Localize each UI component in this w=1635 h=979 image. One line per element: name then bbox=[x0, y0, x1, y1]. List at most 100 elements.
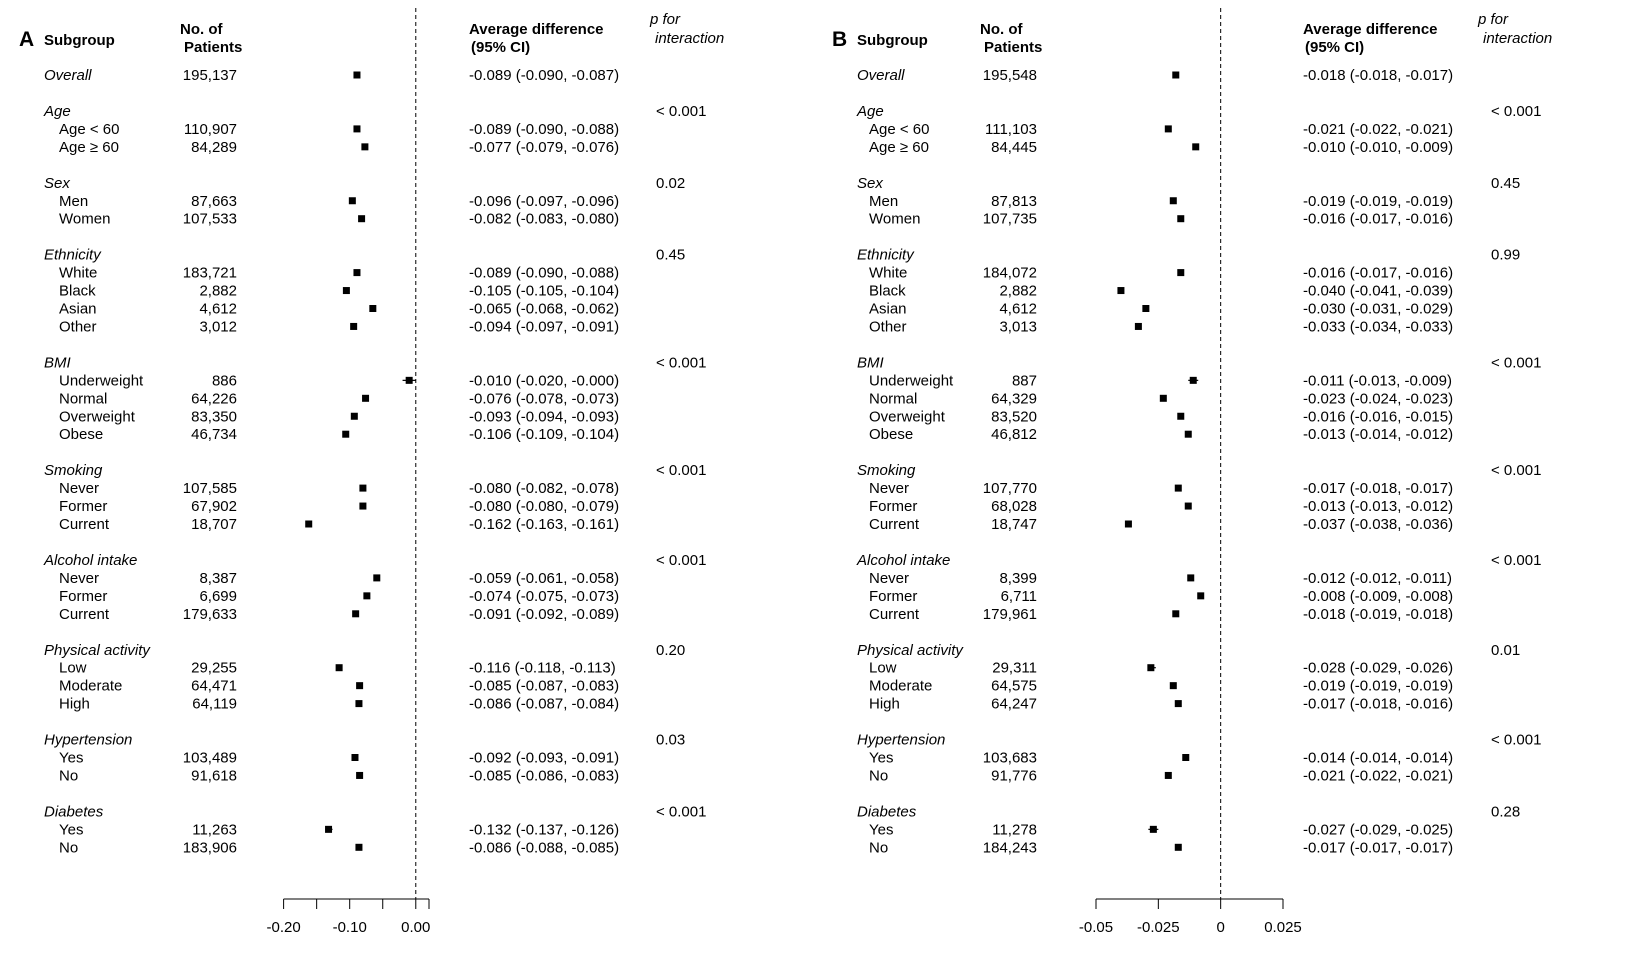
row-26-ci: -0.116 (-0.118, -0.113) bbox=[469, 660, 616, 677]
row-20-n: 18,707 bbox=[191, 516, 237, 533]
row-2-n: 110,907 bbox=[184, 121, 237, 138]
row-31-n: 91,776 bbox=[991, 767, 1037, 784]
row-15-label: Overweight bbox=[869, 408, 946, 425]
row-30-label: Yes bbox=[869, 750, 893, 767]
row-31-point bbox=[1164, 771, 1172, 779]
row-11-ci: -0.033 (-0.034, -0.033) bbox=[1303, 318, 1453, 335]
row-34-n: 183,906 bbox=[183, 839, 237, 856]
x-tick-label-1: -0.10 bbox=[333, 919, 367, 936]
row-14-n: 64,329 bbox=[991, 390, 1037, 407]
row-6-n: 107,533 bbox=[183, 211, 237, 228]
row-22-n: 8,387 bbox=[199, 570, 237, 587]
row-5-n: 87,813 bbox=[991, 193, 1037, 210]
row-6-ci: -0.082 (-0.083, -0.080) bbox=[469, 211, 619, 228]
row-16-n: 46,734 bbox=[191, 426, 237, 443]
row-10-n: 4,612 bbox=[999, 301, 1037, 318]
row-25-label: Physical activity bbox=[44, 642, 151, 659]
row-4-label: Sex bbox=[857, 175, 883, 192]
row-10-ci: -0.065 (-0.068, -0.062) bbox=[469, 301, 619, 318]
row-12-p: < 0.001 bbox=[656, 354, 706, 371]
row-6-label: Women bbox=[869, 211, 920, 228]
row-6-point bbox=[358, 215, 366, 223]
row-19-label: Former bbox=[869, 498, 917, 515]
row-16-ci: -0.106 (-0.109, -0.104) bbox=[469, 426, 619, 443]
row-33-label: Yes bbox=[869, 821, 893, 838]
row-3-n: 84,445 bbox=[991, 139, 1037, 156]
row-24-n: 179,961 bbox=[983, 606, 1037, 623]
row-16-label: Obese bbox=[59, 426, 103, 443]
row-18-label: Never bbox=[59, 480, 99, 497]
row-28-ci: -0.086 (-0.087, -0.084) bbox=[469, 696, 619, 713]
row-17-p: < 0.001 bbox=[1491, 462, 1541, 479]
row-0-label: Overall bbox=[44, 67, 92, 84]
row-33-point bbox=[1149, 825, 1157, 833]
row-20-point bbox=[1124, 520, 1132, 528]
row-9-label: Black bbox=[869, 283, 906, 300]
row-33-n: 11,278 bbox=[992, 821, 1037, 838]
row-27-n: 64,471 bbox=[191, 678, 237, 695]
row-33-n: 11,263 bbox=[192, 821, 237, 838]
row-14-ci: -0.023 (-0.024, -0.023) bbox=[1303, 390, 1453, 407]
row-9-ci: -0.040 (-0.041, -0.039) bbox=[1303, 283, 1453, 300]
x-tick-label-2: 0.00 bbox=[401, 919, 430, 936]
row-17-label: Smoking bbox=[44, 462, 103, 479]
row-30-point bbox=[1182, 754, 1190, 761]
row-11-label: Other bbox=[869, 318, 907, 335]
row-27-ci: -0.019 (-0.019, -0.019) bbox=[1303, 678, 1453, 695]
row-19-n: 68,028 bbox=[991, 498, 1037, 515]
row-15-ci: -0.016 (-0.016, -0.015) bbox=[1303, 408, 1453, 425]
row-1-label: Age bbox=[43, 103, 71, 120]
row-12-label: BMI bbox=[44, 354, 71, 371]
row-11-n: 3,013 bbox=[999, 318, 1037, 335]
row-30-point bbox=[351, 754, 359, 761]
row-0-point bbox=[1172, 71, 1180, 79]
avgdiff-header-line1: Average difference bbox=[469, 21, 604, 38]
row-8-ci: -0.016 (-0.017, -0.016) bbox=[1303, 265, 1453, 282]
patients-header-line2: Patients bbox=[184, 39, 242, 56]
row-21-p: < 0.001 bbox=[1491, 552, 1541, 569]
row-26-n: 29,255 bbox=[191, 660, 237, 677]
row-3-label: Age ≥ 60 bbox=[59, 139, 119, 156]
row-31-label: No bbox=[869, 767, 888, 784]
row-11-n: 3,012 bbox=[199, 318, 237, 335]
row-31-label: No bbox=[59, 767, 78, 784]
row-34-ci: -0.017 (-0.017, -0.017) bbox=[1303, 839, 1453, 856]
row-9-n: 2,882 bbox=[199, 283, 237, 300]
row-24-point bbox=[352, 610, 360, 618]
row-0-ci: -0.018 (-0.018, -0.017) bbox=[1303, 67, 1453, 84]
row-23-n: 6,699 bbox=[199, 588, 237, 605]
row-26-label: Low bbox=[869, 660, 897, 677]
avgdiff-header-line2: (95% CI) bbox=[1305, 39, 1364, 56]
row-7-p: 0.45 bbox=[656, 247, 685, 264]
row-28-point bbox=[355, 700, 363, 708]
row-31-ci: -0.021 (-0.022, -0.021) bbox=[1303, 767, 1453, 784]
row-0-ci: -0.089 (-0.090, -0.087) bbox=[469, 67, 619, 84]
row-34-label: No bbox=[59, 839, 78, 856]
row-11-point bbox=[350, 322, 358, 330]
row-25-label: Physical activity bbox=[857, 642, 964, 659]
patients-header-line1: No. of bbox=[980, 21, 1023, 38]
row-14-label: Normal bbox=[869, 390, 917, 407]
row-4-p: 0.45 bbox=[1491, 175, 1520, 192]
row-2-ci: -0.021 (-0.022, -0.021) bbox=[1303, 121, 1453, 138]
row-5-n: 87,663 bbox=[191, 193, 237, 210]
row-13-n: 886 bbox=[212, 372, 237, 389]
row-18-label: Never bbox=[869, 480, 909, 497]
row-22-label: Never bbox=[59, 570, 99, 587]
row-34-label: No bbox=[869, 839, 888, 856]
row-32-label: Diabetes bbox=[857, 803, 917, 820]
row-26-n: 29,311 bbox=[992, 660, 1037, 677]
x-tick-label-0: -0.05 bbox=[1079, 919, 1113, 936]
row-29-label: Hypertension bbox=[44, 732, 132, 749]
row-27-n: 64,575 bbox=[991, 678, 1037, 695]
row-0-point bbox=[353, 71, 361, 79]
row-6-n: 107,735 bbox=[983, 211, 1037, 228]
row-30-n: 103,683 bbox=[983, 750, 1037, 767]
row-13-point bbox=[405, 376, 413, 384]
row-33-label: Yes bbox=[59, 821, 83, 838]
row-32-p: 0.28 bbox=[1491, 803, 1520, 820]
row-5-ci: -0.019 (-0.019, -0.019) bbox=[1303, 193, 1453, 210]
row-33-ci: -0.132 (-0.137, -0.126) bbox=[469, 821, 619, 838]
